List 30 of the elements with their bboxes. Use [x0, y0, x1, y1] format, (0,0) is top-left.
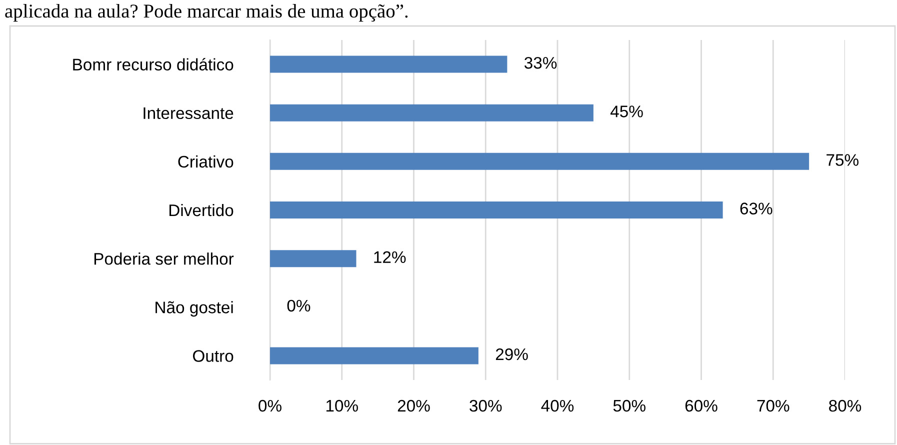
data-label: 12%: [374, 251, 406, 263]
data-label: 63%: [740, 202, 772, 214]
data-label: 75%: [826, 154, 858, 166]
x-tick-label: 0%: [258, 400, 282, 412]
y-tick-label: Divertido: [169, 204, 234, 216]
data-label: 45%: [610, 106, 643, 118]
x-tick-label: 10%: [326, 400, 358, 412]
y-tick-label: Bomr recurso didático: [73, 58, 234, 70]
data-label: 33%: [524, 56, 557, 69]
x-tick-label: 80%: [829, 400, 862, 412]
chart-title: aplicada na aula? Pode marcar mais de uma opção”.: [5, 4, 408, 22]
x-tick-label: 60%: [685, 400, 718, 412]
y-tick-label: Não gostei: [156, 301, 233, 317]
bar: [270, 104, 594, 122]
x-tick-label: 50%: [613, 400, 646, 412]
y-tick-label: Interessante: [144, 107, 234, 120]
data-label: 29%: [496, 348, 528, 360]
x-tick-label: 30%: [470, 400, 502, 412]
y-tick-label: Poderia ser melhor: [94, 252, 234, 265]
bar: [270, 250, 356, 268]
y-tick-label: Outro: [193, 350, 234, 362]
bar: [270, 152, 810, 170]
x-tick-label: 20%: [398, 400, 430, 412]
bar: [270, 347, 478, 364]
bar: [270, 56, 508, 73]
data-label: 0%: [287, 300, 310, 312]
x-tick-label: 40%: [541, 400, 574, 412]
x-tick-label: 70%: [757, 400, 790, 412]
bar: [270, 202, 723, 218]
y-tick-label: Criativo: [178, 155, 234, 168]
